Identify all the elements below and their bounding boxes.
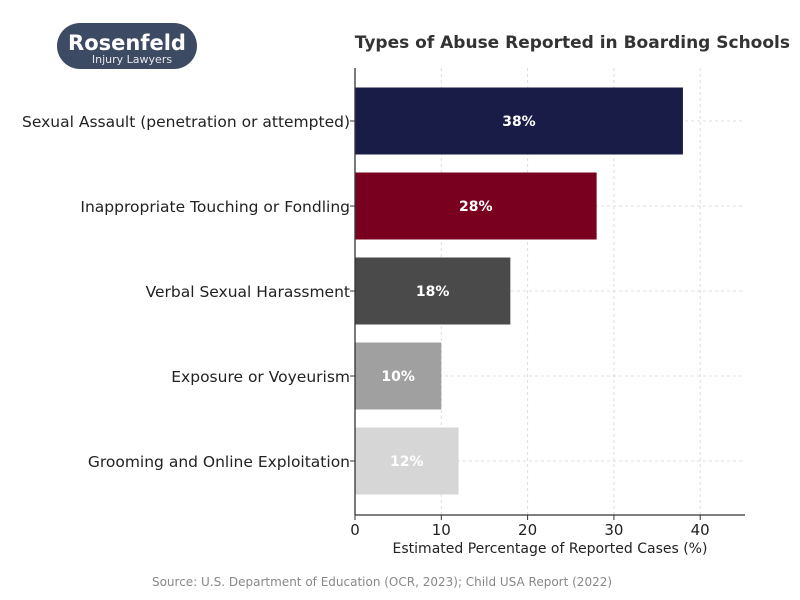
x-tick-label: 30	[604, 521, 623, 539]
logo-badge	[57, 23, 197, 69]
y-tick-label: Exposure or Voyeurism	[171, 368, 350, 386]
logo: Rosenfeld Injury Lawyers	[57, 23, 197, 69]
logo-tagline: Injury Lawyers	[92, 53, 172, 66]
y-tick-label: Sexual Assault (penetration or attempted…	[22, 113, 350, 131]
bar-value-label: 38%	[502, 114, 536, 130]
bar	[355, 427, 459, 495]
bar	[355, 342, 442, 410]
x-tick-label: 40	[691, 521, 710, 539]
y-tick-label: Grooming and Online Exploitation	[88, 453, 350, 471]
bar-value-label: 12%	[390, 454, 424, 470]
x-axis-label: Estimated Percentage of Reported Cases (…	[393, 541, 708, 557]
x-tick-label: 20	[518, 521, 537, 539]
chart-title: Types of Abuse Reported in Boarding Scho…	[355, 33, 790, 53]
x-tick-label: 10	[432, 521, 451, 539]
bar	[355, 87, 683, 155]
bar	[355, 257, 511, 325]
bar-value-label: 10%	[381, 369, 415, 385]
x-tick-label: 0	[350, 521, 360, 539]
y-tick-label: Verbal Sexual Harassment	[146, 283, 350, 301]
bar-value-label: 28%	[459, 199, 493, 215]
y-tick-label: Inappropriate Touching or Fondling	[80, 198, 350, 216]
bar-value-label: 18%	[416, 284, 450, 300]
bar	[355, 172, 597, 240]
source-note: Source: U.S. Department of Education (OC…	[152, 575, 612, 589]
logo-name: Rosenfeld	[68, 31, 186, 55]
